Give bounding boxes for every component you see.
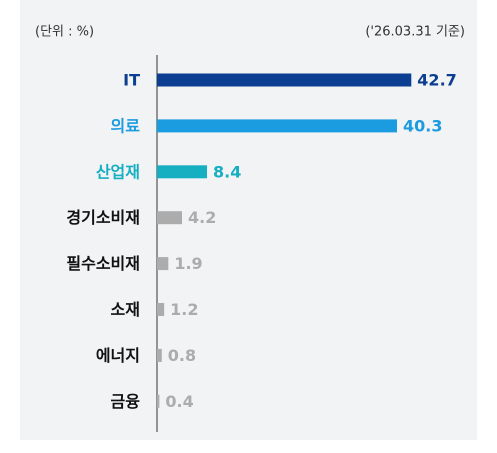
category-label: 필수소비재 (66, 254, 140, 273)
panel (20, 0, 477, 440)
bar (157, 303, 165, 316)
bar (157, 119, 398, 133)
bar (157, 394, 160, 408)
category-label: 금융 (111, 392, 141, 411)
value-label: 0.4 (165, 392, 193, 411)
category-label: IT (123, 71, 140, 90)
bar (157, 73, 412, 87)
category-label: 소재 (111, 300, 140, 319)
value-label: 40.3 (403, 116, 442, 135)
value-label: 1.2 (170, 300, 198, 319)
value-label: 4.2 (188, 208, 216, 227)
date-note: ('26.03.31 기준) (365, 25, 465, 40)
value-label: 8.4 (213, 162, 241, 181)
bar (157, 211, 183, 225)
value-label: 42.7 (417, 71, 456, 90)
bar (157, 257, 169, 271)
bar (157, 165, 208, 179)
bar (157, 348, 162, 362)
unit-note: (단위 : %) (35, 25, 94, 40)
category-label: 에너지 (96, 346, 140, 365)
value-label: 0.8 (168, 346, 196, 365)
category-label: 경기소비재 (66, 208, 140, 227)
category-label: 산업재 (96, 162, 140, 181)
value-label: 1.9 (174, 254, 202, 273)
category-label: 의료 (111, 116, 141, 135)
